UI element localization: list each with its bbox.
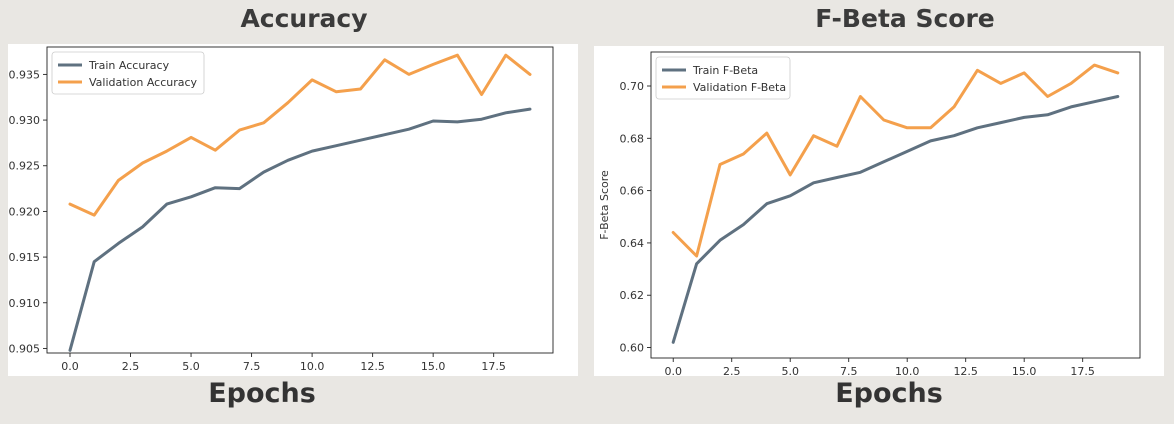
accuracy-xtick-label: 5.0	[182, 360, 200, 373]
fbeta-xtick-label: 5.0	[781, 365, 799, 376]
fbeta-plot-area	[650, 51, 1141, 359]
fbeta-panel-title: F-Beta Score	[815, 4, 995, 33]
fbeta-ylabel: F-Beta Score	[598, 170, 611, 240]
accuracy-ytick-label: 0.920	[9, 205, 41, 218]
fbeta-legend-label: Train F-Beta	[692, 64, 758, 77]
accuracy-chart: 0.905 0.910 0.915 0.920 0.925 0.930 0.935 0.0 2.…	[9, 46, 554, 373]
accuracy-plot-area	[46, 46, 554, 354]
fbeta-ytick-label: 0.64	[620, 237, 645, 250]
accuracy-xtick-label: 12.5	[360, 360, 385, 373]
accuracy-panel-title: Accuracy	[240, 4, 368, 33]
accuracy-chart-box: 0.905 0.910 0.915 0.920 0.925 0.930 0.935 0.0 2.…	[8, 44, 578, 376]
accuracy-xtick-label: 0.0	[61, 360, 79, 373]
fbeta-xtick-label: 10.0	[895, 365, 920, 376]
fbeta-xtick-label: 17.5	[1070, 365, 1095, 376]
accuracy-ytick-label: 0.925	[9, 160, 41, 173]
accuracy-series-line-train-accuracy	[68, 107, 532, 352]
fbeta-ytick-label: 0.70	[620, 80, 645, 93]
fbeta-legend	[655, 56, 791, 100]
accuracy-xtick-label: 10.0	[300, 360, 325, 373]
fbeta-chart: 0.60 0.62 0.64 0.66 0.68 0.70 0.0 2.5 5.0 7.5 10.0…	[598, 51, 1141, 378]
fbeta-xtick-label: 15.0	[1012, 365, 1037, 376]
accuracy-ytick-label: 0.930	[9, 114, 41, 127]
fbeta-series-line-train-f-beta	[671, 95, 1120, 344]
fbeta-ytick-label: 0.68	[620, 132, 645, 145]
fbeta-xlabel: Epochs	[835, 378, 943, 409]
fbeta-ytick-label: 0.66	[620, 185, 645, 198]
accuracy-legend	[51, 51, 205, 95]
accuracy-series-line-validation-accuracy	[68, 53, 532, 217]
accuracy-legend-label: Train Accuracy	[88, 59, 170, 72]
fbeta-legend-label: Validation F-Beta	[693, 81, 786, 94]
accuracy-xtick-label: 7.5	[243, 360, 261, 373]
accuracy-xtick-label: 15.0	[421, 360, 446, 373]
fbeta-xtick-label: 2.5	[723, 365, 741, 376]
fbeta-ytick-label: 0.60	[620, 342, 645, 355]
accuracy-ytick-label: 0.905	[9, 342, 41, 355]
fbeta-xtick-label: 0.0	[664, 365, 682, 376]
fbeta-xtick-label: 12.5	[953, 365, 978, 376]
fbeta-series-line-validation-f-beta	[671, 63, 1120, 258]
accuracy-xtick-label: 2.5	[122, 360, 140, 373]
accuracy-legend-label: Validation Accuracy	[89, 76, 198, 89]
fbeta-xtick-label: 7.5	[840, 365, 858, 376]
accuracy-xtick-label: 17.5	[481, 360, 506, 373]
fbeta-chart-box: 0.60 0.62 0.64 0.66 0.68 0.70 0.0 2.5 5.0 7.5 10.0…	[594, 46, 1164, 378]
accuracy-xlabel: Epochs	[208, 378, 316, 409]
fbeta-ytick-label: 0.62	[620, 289, 645, 302]
accuracy-ytick-label: 0.915	[9, 251, 41, 264]
accuracy-ytick-label: 0.935	[9, 68, 41, 81]
accuracy-ytick-label: 0.910	[9, 297, 41, 310]
